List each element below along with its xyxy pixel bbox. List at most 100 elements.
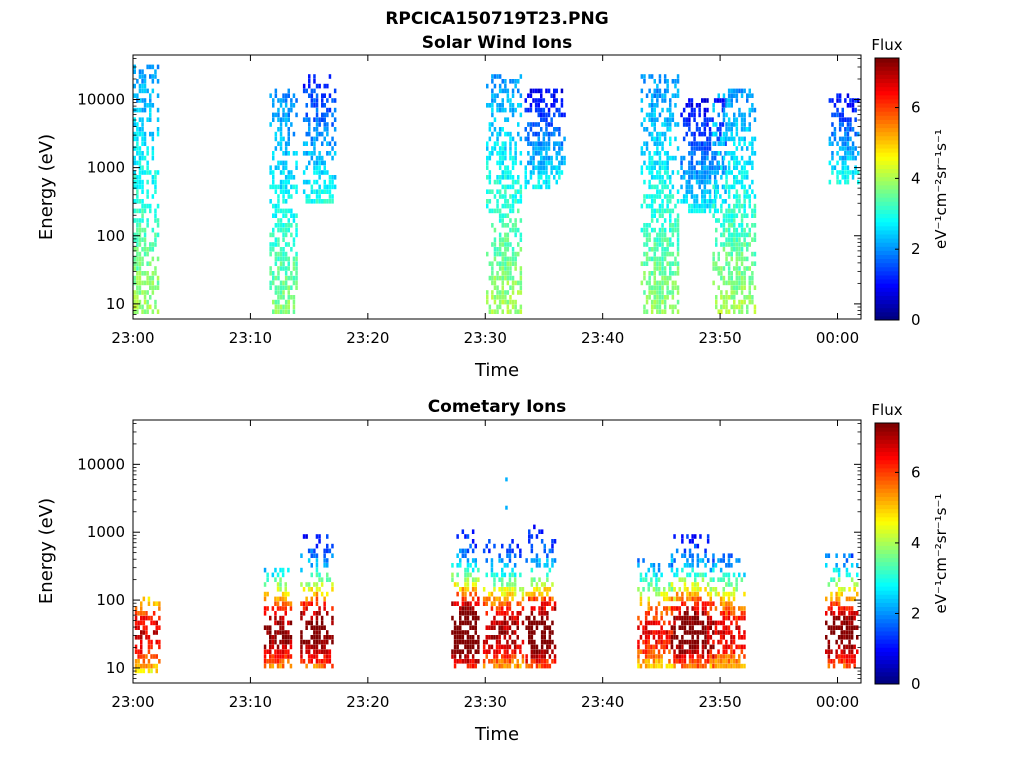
heatmap-cell xyxy=(676,261,680,266)
heatmap-cell xyxy=(146,290,149,295)
heatmap-cell xyxy=(323,663,326,669)
heatmap-cell xyxy=(328,107,332,113)
heatmap-cell xyxy=(653,247,656,252)
heatmap-cell xyxy=(501,271,504,276)
heatmap-cell xyxy=(693,107,696,113)
heatmap-cell xyxy=(668,596,671,602)
heatmap-cell xyxy=(730,663,733,669)
heatmap-cell xyxy=(743,256,746,262)
heatmap-cell xyxy=(277,208,280,214)
heatmap-cell xyxy=(669,290,672,295)
heatmap-cell xyxy=(272,112,275,118)
heatmap-cell xyxy=(519,275,523,281)
heatmap-cell xyxy=(663,136,667,142)
heatmap-cell xyxy=(279,567,282,573)
heatmap-cell xyxy=(650,227,654,233)
colorbar-segment xyxy=(875,197,899,202)
heatmap-cell xyxy=(138,232,142,238)
heatmap-cell xyxy=(751,160,754,166)
heatmap-cell xyxy=(696,644,700,650)
colorbar-segment xyxy=(875,201,899,206)
heatmap-cell xyxy=(637,649,640,654)
heatmap-cell xyxy=(496,251,499,257)
heatmap-cell xyxy=(668,606,671,611)
heatmap-cell xyxy=(277,194,280,199)
heatmap-cell xyxy=(154,232,157,238)
heatmap-cell xyxy=(540,151,543,156)
heatmap-cell xyxy=(683,582,687,587)
heatmap-cell xyxy=(851,98,855,103)
heatmap-cell xyxy=(284,271,288,276)
heatmap-cell xyxy=(837,591,841,597)
heatmap-cell xyxy=(537,136,540,142)
heatmap-cell xyxy=(300,635,303,640)
heatmap-cell xyxy=(720,304,723,310)
heatmap-cell xyxy=(642,659,645,664)
heatmap-cell xyxy=(538,606,541,611)
heatmap-cell xyxy=(743,237,746,242)
heatmap-cell xyxy=(274,251,278,257)
heatmap-cell xyxy=(725,611,728,616)
heatmap-cell xyxy=(746,93,749,98)
heatmap-cell xyxy=(501,151,504,156)
heatmap-cell xyxy=(292,218,296,223)
heatmap-cell xyxy=(514,218,517,223)
heatmap-cell xyxy=(279,654,282,659)
heatmap-cell xyxy=(825,553,828,558)
heatmap-cell xyxy=(328,179,332,185)
heatmap-cell xyxy=(643,79,646,84)
heatmap-cell xyxy=(498,127,502,132)
heatmap-cell xyxy=(326,577,329,582)
heatmap-cell xyxy=(853,611,856,616)
heatmap-cell xyxy=(318,534,321,539)
heatmap-cell xyxy=(732,606,736,611)
heatmap-cell xyxy=(453,649,457,654)
heatmap-cell xyxy=(146,299,149,305)
heatmap-cell xyxy=(466,582,470,587)
heatmap-cell xyxy=(661,131,664,137)
heatmap-cell xyxy=(156,218,160,223)
heatmap-cell xyxy=(143,203,147,209)
heatmap-cell xyxy=(513,577,517,582)
heatmap-cell xyxy=(658,280,662,286)
heatmap-cell xyxy=(743,112,746,118)
heatmap-cell xyxy=(548,663,552,669)
heatmap-cell xyxy=(508,553,512,558)
heatmap-cell xyxy=(850,654,854,659)
heatmap-cell xyxy=(753,136,757,142)
heatmap-cell xyxy=(688,591,692,597)
heatmap-cell xyxy=(727,558,731,563)
heatmap-cell xyxy=(543,635,546,640)
heatmap-cell xyxy=(844,179,847,185)
cometary-axes: 23:00 23:10 23:20 23:30 23:40 23:50 00:0010100… xyxy=(77,420,861,711)
heatmap-cell xyxy=(546,611,549,616)
heatmap-cell xyxy=(279,663,282,669)
colorbar-segment xyxy=(875,577,899,583)
heatmap-cell xyxy=(678,606,681,611)
heatmap-cell xyxy=(686,534,689,539)
heatmap-cell xyxy=(147,644,151,650)
heatmap-cell xyxy=(681,567,684,573)
heatmap-cell xyxy=(669,199,672,204)
heatmap-cell xyxy=(490,620,494,626)
heatmap-cell xyxy=(466,558,470,563)
heatmap-cell xyxy=(136,194,139,199)
heatmap-cell xyxy=(743,170,746,175)
heatmap-cell xyxy=(469,644,472,650)
heatmap-cell xyxy=(643,251,646,257)
heatmap-cell xyxy=(661,227,664,233)
heatmap-cell xyxy=(828,136,832,142)
heatmap-cell xyxy=(722,299,726,305)
heatmap-cell xyxy=(643,304,646,310)
heatmap-cell xyxy=(501,582,504,587)
heatmap-cell xyxy=(321,112,324,118)
heatmap-cell xyxy=(136,285,139,290)
heatmap-cell xyxy=(540,635,544,640)
heatmap-cell xyxy=(533,558,536,563)
heatmap-cell xyxy=(712,280,715,286)
colorbar-segment xyxy=(875,168,899,174)
heatmap-cell xyxy=(474,630,477,635)
heatmap-cell xyxy=(511,280,515,286)
x-tick-label: 23:00 xyxy=(111,693,154,711)
heatmap-cell xyxy=(533,524,536,530)
